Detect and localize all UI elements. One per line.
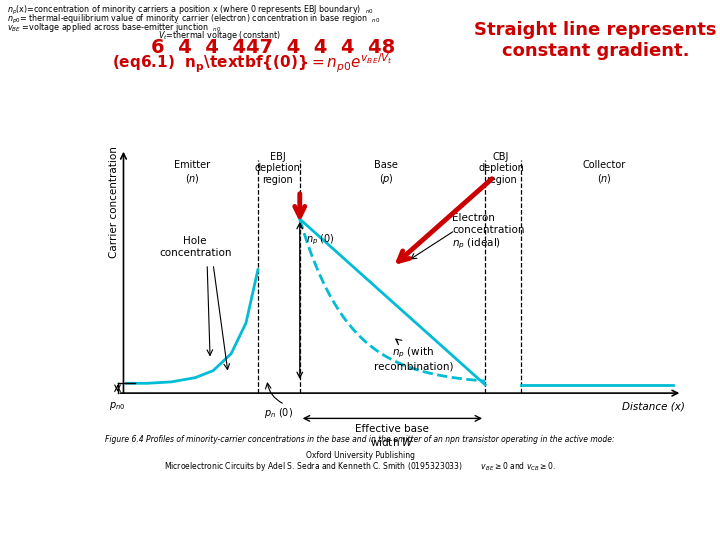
Text: $V_t$=thermal voltage (constant): $V_t$=thermal voltage (constant)	[158, 29, 282, 42]
Text: Oxford University Publishing: Oxford University Publishing	[305, 451, 415, 460]
Text: $p_{n0}$: $p_{n0}$	[109, 400, 126, 412]
Text: $n_p$ (with
recombination): $n_p$ (with recombination)	[374, 346, 453, 372]
Text: Electron
concentration
$n_p$ (ideal): Electron concentration $n_p$ (ideal)	[452, 213, 525, 251]
Text: $p_n\ (0)$: $p_n\ (0)$	[264, 406, 293, 420]
Text: $n_p\ (0)$: $n_p\ (0)$	[306, 233, 335, 247]
Text: CBJ
depletion
region: CBJ depletion region	[478, 152, 524, 185]
Text: $n_{p0}$= thermal-equilibrium value of minority carrier (electron) concentration: $n_{p0}$= thermal-equilibrium value of m…	[7, 12, 381, 25]
Text: EBJ
depletion
region: EBJ depletion region	[255, 152, 300, 185]
Text: Figure 6.4 Profiles of minority-carrier concentrations in the base and in the em: Figure 6.4 Profiles of minority-carrier …	[105, 435, 615, 444]
Text: 6  4  4  447  4  4  4  48: 6 4 4 447 4 4 4 48	[151, 38, 395, 57]
Text: Base
$(p)$: Base $(p)$	[374, 160, 398, 186]
Text: Emitter
$(n)$: Emitter $(n)$	[174, 160, 210, 185]
Text: Straight line represents
constant gradient.: Straight line represents constant gradie…	[474, 21, 716, 59]
Text: Microelectronic Circuits by Adel S. Sedra and Kenneth C. Smith (0195323033)     : Microelectronic Circuits by Adel S. Sedr…	[164, 460, 556, 473]
Text: $v_{BE}$ =voltage applied across base-emitter junction  $_{n0}$: $v_{BE}$ =voltage applied across base-em…	[7, 21, 222, 33]
Text: (eq6.1)  $\mathbf{n_p}$\textbf{(0)}$= n_{p0}e^{v_{BE}/V_t}$: (eq6.1) $\mathbf{n_p}$\textbf{(0)}$= n_{…	[112, 51, 392, 75]
Text: $n_p$(x)=concentration of minority carriers a position x (where 0 represents EBJ: $n_p$(x)=concentration of minority carri…	[7, 4, 374, 17]
Text: Carrier concentration: Carrier concentration	[109, 146, 119, 258]
Text: Distance (x): Distance (x)	[622, 402, 685, 411]
Text: Effective base
width $W$: Effective base width $W$	[356, 424, 429, 448]
Text: Hole
concentration: Hole concentration	[159, 237, 231, 258]
Text: Collector
$(n)$: Collector $(n)$	[583, 160, 626, 185]
